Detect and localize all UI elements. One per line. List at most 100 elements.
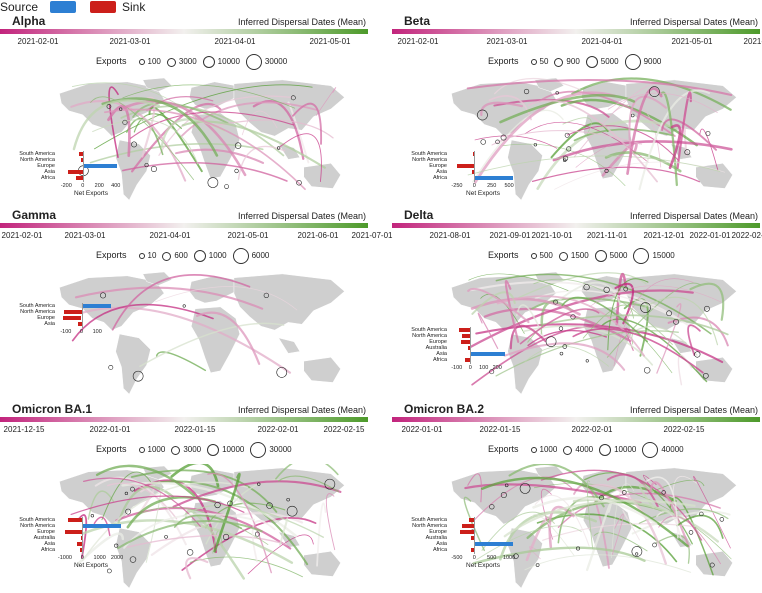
net-export-bar bbox=[81, 304, 112, 308]
dispersal-arc bbox=[481, 476, 689, 548]
bar-axis-tick: 250 bbox=[487, 183, 497, 189]
dispersal-arc bbox=[607, 92, 718, 114]
export-node bbox=[705, 131, 711, 136]
bar-category-label: South America bbox=[19, 303, 55, 309]
size-circle-icon bbox=[138, 59, 145, 65]
dispersal-arc bbox=[573, 128, 673, 142]
date-tick-label: 2022-01-01 bbox=[89, 425, 131, 434]
zero-line bbox=[470, 327, 471, 364]
date-tick-label: 2021-09-01 bbox=[489, 231, 531, 240]
exports-size-value: 10000 bbox=[614, 445, 637, 455]
bar-category-label: North America bbox=[412, 523, 447, 529]
world-map bbox=[59, 77, 345, 201]
dispersal-arc bbox=[606, 282, 701, 358]
dispersal-arc bbox=[527, 329, 608, 347]
export-node bbox=[182, 304, 186, 308]
net-export-bar bbox=[81, 158, 83, 162]
size-circle-icon bbox=[530, 253, 537, 259]
dispersal-arc bbox=[524, 345, 609, 367]
exports-size-value: 100 bbox=[147, 57, 161, 67]
exports-size-legend: Exports 1000 3000 10000 30000 bbox=[96, 442, 292, 458]
export-node bbox=[214, 501, 221, 509]
export-node bbox=[555, 91, 559, 95]
dispersal-arc bbox=[181, 517, 317, 571]
dispersal-arc bbox=[557, 496, 610, 544]
date-tick-label: 2021-04-01 bbox=[581, 37, 623, 46]
gradient-label: Inferred Dispersal Dates (Mean) bbox=[237, 211, 366, 221]
export-node bbox=[164, 535, 168, 539]
dispersal-arc bbox=[491, 130, 643, 146]
bar-category-label: Europe bbox=[37, 529, 55, 535]
sink-legend-label: Sink bbox=[122, 0, 146, 14]
dispersal-arc bbox=[89, 143, 264, 164]
exports-size-value: 15000 bbox=[652, 251, 675, 261]
gradient-label: Inferred Dispersal Dates (Mean) bbox=[237, 17, 366, 27]
exports-size-value: 3000 bbox=[178, 57, 197, 67]
export-node bbox=[234, 142, 242, 149]
exports-size-legend: Exports 500 1500 5000 15000 bbox=[488, 248, 675, 264]
date-tick-label: 2022-02-01 bbox=[731, 231, 762, 240]
size-circle-icon bbox=[585, 56, 598, 68]
exports-size-legend: Exports 50 900 5000 9000 bbox=[488, 54, 661, 70]
dispersal-arc bbox=[660, 91, 678, 187]
dispersal-arc bbox=[474, 135, 558, 149]
dispersal-arc bbox=[582, 304, 634, 339]
export-node bbox=[709, 562, 715, 568]
net-export-bar bbox=[80, 536, 83, 540]
dispersal-arc bbox=[467, 473, 482, 503]
dispersal-arc bbox=[207, 472, 272, 574]
dispersal-arc bbox=[502, 143, 626, 187]
land-mass bbox=[189, 81, 241, 110]
dispersal-arc bbox=[135, 506, 269, 545]
dispersal-arc bbox=[146, 96, 214, 112]
export-node bbox=[566, 146, 572, 152]
zero-line bbox=[474, 151, 475, 182]
dispersal-arc bbox=[95, 464, 196, 497]
exports-size-legend: Exports 1000 4000 10000 40000 bbox=[488, 442, 684, 458]
dispersal-arc bbox=[631, 510, 731, 535]
bar-category-label: Australia bbox=[425, 345, 447, 351]
export-node bbox=[535, 563, 540, 567]
dispersal-arc bbox=[488, 95, 532, 121]
export-node bbox=[125, 508, 132, 515]
date-gradient-bar bbox=[0, 417, 368, 422]
zero-line bbox=[81, 303, 82, 328]
exports-legend-title: Exports bbox=[96, 444, 127, 455]
size-circle-icon bbox=[138, 253, 145, 259]
dispersal-arc bbox=[158, 95, 293, 156]
export-node bbox=[500, 492, 507, 499]
dispersal-arc bbox=[527, 99, 658, 183]
export-node bbox=[649, 86, 660, 97]
export-node bbox=[122, 119, 128, 125]
dispersal-arc bbox=[155, 286, 298, 311]
dispersal-arc bbox=[470, 297, 581, 316]
dispersal-arc bbox=[122, 161, 288, 182]
net-export-bar bbox=[470, 548, 475, 552]
dispersal-arc bbox=[552, 140, 733, 162]
dispersal-arc bbox=[586, 480, 594, 550]
dispersal-arc bbox=[573, 484, 610, 569]
dispersal-arc bbox=[533, 278, 673, 345]
panel-title: Omicron BA.1 bbox=[12, 402, 93, 416]
bar-axis-tick: 500 bbox=[504, 183, 514, 189]
export-node bbox=[688, 530, 694, 535]
panel-beta: Beta Inferred Dispersal Dates (Mean) 2021-… bbox=[392, 14, 762, 205]
dispersal-arc bbox=[534, 289, 694, 329]
dispersal-arc bbox=[658, 515, 721, 565]
dispersal-arc bbox=[614, 282, 635, 325]
size-circle-icon bbox=[599, 444, 612, 456]
source-swatch bbox=[50, 1, 76, 13]
source-legend-label: Source bbox=[0, 0, 39, 14]
dispersal-arc bbox=[76, 514, 88, 559]
panel-title: Beta bbox=[404, 14, 431, 28]
export-node bbox=[107, 568, 112, 574]
dispersal-arc bbox=[693, 476, 731, 549]
bar-category-label: North America bbox=[20, 523, 55, 529]
dispersal-arc bbox=[279, 133, 322, 183]
export-node bbox=[523, 88, 530, 95]
export-node bbox=[324, 478, 336, 490]
dispersal-arc bbox=[70, 100, 187, 182]
bar-category-label: Australia bbox=[33, 535, 55, 541]
date-tick-label: 2021-12-15 bbox=[3, 425, 45, 434]
dispersal-arc bbox=[241, 110, 278, 136]
